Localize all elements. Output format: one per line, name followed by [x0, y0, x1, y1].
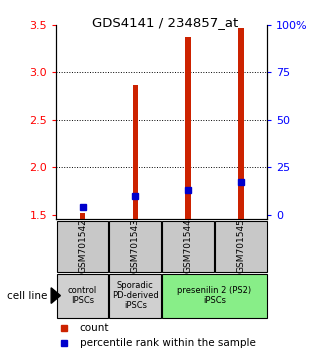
Bar: [185, 37, 191, 219]
Text: GSM701545: GSM701545: [236, 218, 246, 274]
Text: presenilin 2 (PS2)
iPSCs: presenilin 2 (PS2) iPSCs: [178, 286, 251, 305]
Polygon shape: [51, 288, 60, 303]
FancyBboxPatch shape: [57, 274, 108, 318]
FancyBboxPatch shape: [110, 221, 161, 272]
FancyBboxPatch shape: [162, 274, 267, 318]
FancyBboxPatch shape: [57, 221, 108, 272]
Bar: [238, 28, 244, 219]
Text: control
IPSCs: control IPSCs: [68, 286, 97, 305]
Bar: [80, 213, 85, 219]
Text: Sporadic
PD-derived
iPSCs: Sporadic PD-derived iPSCs: [112, 281, 159, 310]
Bar: [133, 85, 138, 219]
Text: GSM701542: GSM701542: [78, 219, 87, 273]
Text: cell line: cell line: [7, 291, 47, 301]
Text: count: count: [80, 322, 109, 332]
Text: percentile rank within the sample: percentile rank within the sample: [80, 338, 256, 348]
FancyBboxPatch shape: [215, 221, 267, 272]
Text: GSM701543: GSM701543: [131, 218, 140, 274]
Text: GSM701544: GSM701544: [183, 219, 193, 273]
FancyBboxPatch shape: [110, 274, 161, 318]
FancyBboxPatch shape: [162, 221, 214, 272]
Text: GDS4141 / 234857_at: GDS4141 / 234857_at: [92, 16, 238, 29]
